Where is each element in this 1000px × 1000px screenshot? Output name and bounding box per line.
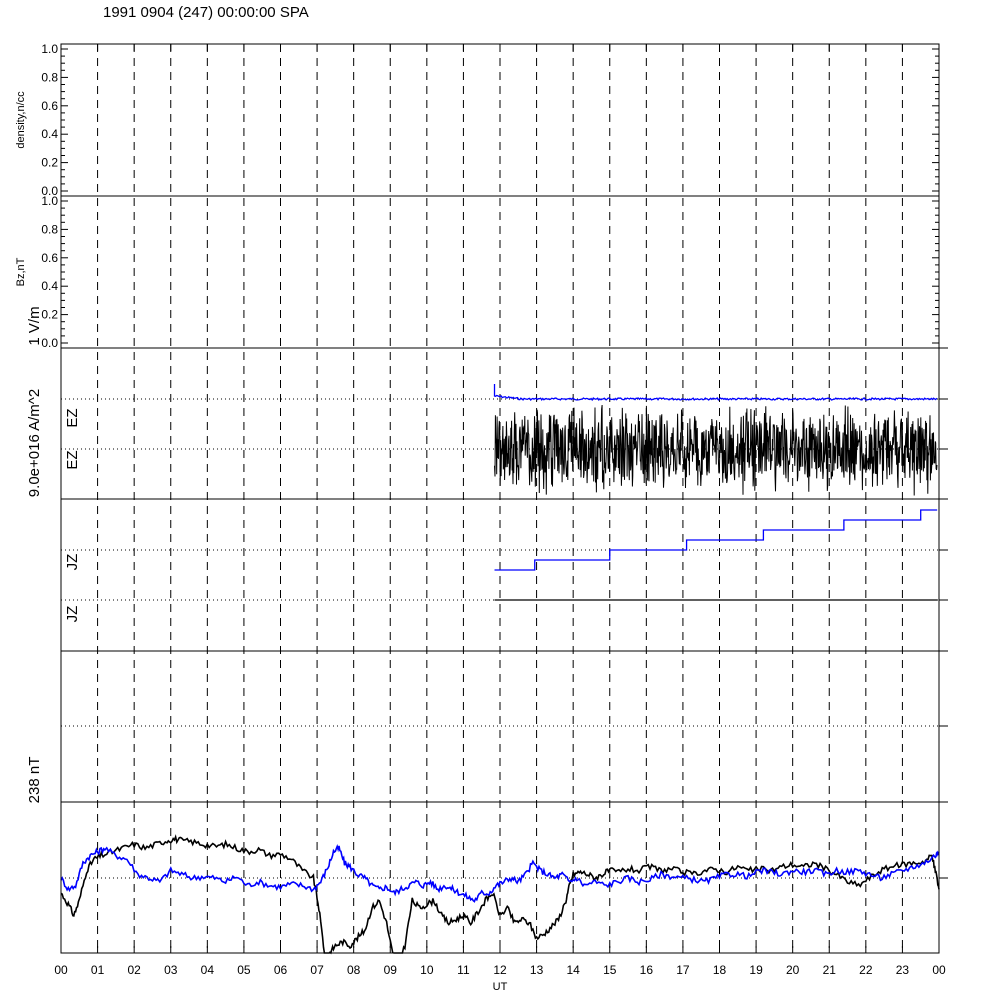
y-tick-label: 1.0 <box>41 194 58 208</box>
series-layer <box>60 384 940 955</box>
x-tick-label: 10 <box>420 963 434 977</box>
x-tick-label: 04 <box>201 963 215 977</box>
x-tick-label: 11 <box>457 963 470 977</box>
x-tick-label: 07 <box>310 963 324 977</box>
y-axis-label: density,n/cc <box>15 91 27 149</box>
y-tick-label: 0.0 <box>41 336 58 350</box>
x-tick-label: 23 <box>896 963 910 977</box>
x-tick-label: 06 <box>274 963 288 977</box>
x-tick-label: 19 <box>749 963 763 977</box>
x-tick-label: 15 <box>603 963 617 977</box>
y-axis-label: Bz,nT <box>15 257 27 286</box>
y-tick-label: 0.4 <box>41 279 58 293</box>
y-tick-label: 0.8 <box>41 222 58 236</box>
y-tick-label: 0.0 <box>41 184 58 198</box>
mag-black-trace <box>60 834 940 955</box>
jz-blue-step-trace <box>494 509 938 571</box>
x-tick-label: 08 <box>347 963 361 977</box>
x-tick-label: 03 <box>164 963 178 977</box>
x-tick-label: 22 <box>859 963 873 977</box>
x-tick-label: 17 <box>676 963 690 977</box>
jz-label: JZ <box>64 606 81 623</box>
ez-black-trace <box>494 404 938 496</box>
jz-label: JZ <box>64 554 81 571</box>
x-tick-label: 02 <box>127 963 141 977</box>
y-tick-label: 0.2 <box>41 156 58 170</box>
x-tick-label: 12 <box>493 963 507 977</box>
y-tick-label: 0.6 <box>41 251 58 265</box>
x-tick-label: 13 <box>530 963 544 977</box>
y-tick-label: 1.0 <box>41 42 58 56</box>
x-tick-label: 16 <box>640 963 654 977</box>
x-tick-label: 00 <box>54 963 68 977</box>
ef-scale-label: 1 V/m <box>26 306 43 345</box>
mag-scale-label: 238 nT <box>26 757 43 804</box>
x-tick-label: 09 <box>384 963 398 977</box>
y-tick-label: 0.8 <box>41 70 58 84</box>
ez-label: EZ <box>64 408 81 427</box>
mag-blue-trace <box>60 844 940 903</box>
x-tick-label: 05 <box>237 963 251 977</box>
y-tick-label: 0.2 <box>41 308 58 322</box>
y-tick-label: 0.6 <box>41 99 58 113</box>
label-layer: 0.0 0.2 0.4 0.6 0.8 1.0 density,n/cc 0.0 0.2 0.4 0… <box>15 42 946 993</box>
x-axis-label: UT <box>493 981 508 993</box>
y-tick-label: 0.4 <box>41 127 58 141</box>
chart-title: 1991 0904 (247) 00:00:00 SPA <box>103 4 309 21</box>
x-tick-label: 00 <box>932 963 946 977</box>
x-tick-label: 20 <box>786 963 800 977</box>
jz-scale-label: 9.0e+016 A/m^2 <box>26 389 43 497</box>
x-tick-label: 01 <box>91 963 105 977</box>
frame-layer <box>60 43 948 954</box>
x-tick-label: 14 <box>566 963 580 977</box>
ez-blue-trace <box>493 384 938 402</box>
x-tick-label: 21 <box>823 963 837 977</box>
x-tick-label: 18 <box>713 963 727 977</box>
ez-label: EZ <box>64 450 81 469</box>
